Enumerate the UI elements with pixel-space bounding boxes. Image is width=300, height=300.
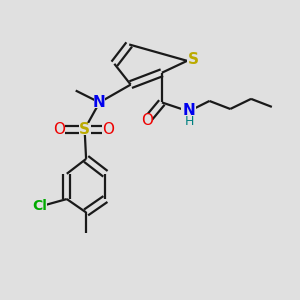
Bar xyxy=(79,123,91,135)
Text: O: O xyxy=(141,113,153,128)
Text: H: H xyxy=(185,115,194,128)
Bar xyxy=(181,104,196,119)
Bar xyxy=(187,53,200,65)
Bar xyxy=(33,200,47,212)
Bar xyxy=(141,114,153,126)
Bar xyxy=(53,123,65,135)
Text: S: S xyxy=(188,52,199,67)
Text: S: S xyxy=(79,122,90,137)
Text: N: N xyxy=(93,95,106,110)
Text: N: N xyxy=(183,103,196,118)
Bar xyxy=(94,97,105,108)
Text: Cl: Cl xyxy=(33,200,47,214)
Bar xyxy=(102,123,114,135)
Text: O: O xyxy=(102,122,114,137)
Text: O: O xyxy=(53,122,65,137)
